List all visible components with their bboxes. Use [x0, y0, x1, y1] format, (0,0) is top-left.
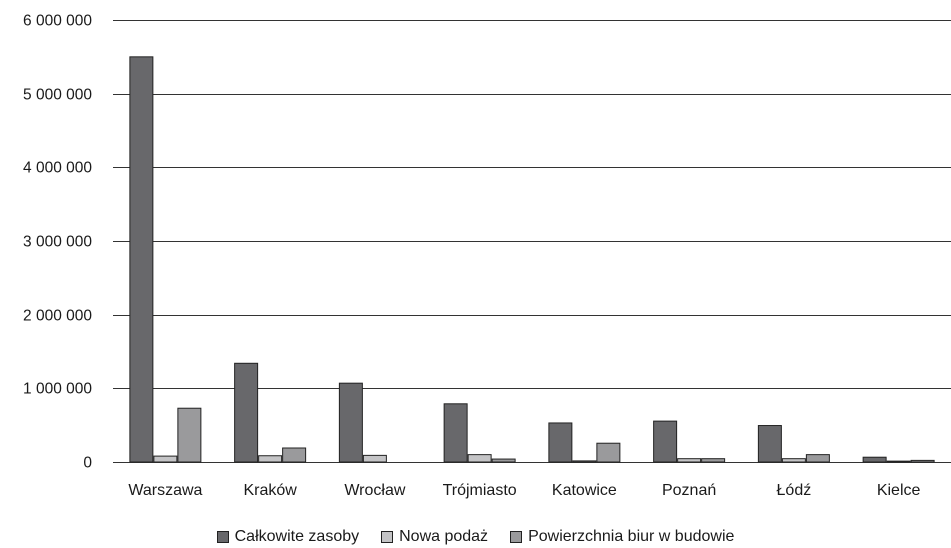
- legend-label-series-1: Całkowite zasoby: [234, 528, 360, 545]
- y-tick-label: 6 000 000: [23, 13, 92, 30]
- bar-3-0: [177, 407, 202, 463]
- y-tick-label: 3 000 000: [23, 234, 92, 251]
- legend-item-series-1: Całkowite zasoby: [216, 528, 360, 546]
- bar-2-0: [153, 455, 178, 463]
- x-category-label: Poznań: [662, 482, 716, 499]
- bar-3-5: [701, 458, 726, 463]
- bar-2-1: [258, 455, 283, 463]
- y-tick-label: 0: [83, 455, 92, 472]
- y-axis-tick-labels: 0 1 000 000 2 000 000 3 000 000 4 000 000 5 0…: [23, 13, 92, 472]
- bar-1-2: [338, 382, 363, 463]
- bar-2-2: [362, 454, 387, 463]
- legend-label-series-2: Nowa podaż: [399, 528, 489, 545]
- bar-1-1: [234, 362, 259, 463]
- bar-3-4: [596, 442, 621, 463]
- bar-1-6: [757, 425, 782, 463]
- legend-item-series-3: Powierzchnia biur w budowie: [510, 528, 734, 546]
- legend-swatch-series-1: [216, 531, 229, 543]
- legend-item-series-2: Nowa podaż: [381, 528, 488, 546]
- bar-1-4: [548, 422, 573, 463]
- bar-2-3: [467, 454, 492, 463]
- x-category-label: Katowice: [552, 482, 617, 499]
- y-tick-label: 5 000 000: [23, 87, 92, 104]
- x-category-label: Warszawa: [128, 482, 202, 499]
- x-category-label: Wrocław: [344, 482, 405, 499]
- legend-label-series-3: Powierzchnia biur w budowie: [528, 528, 735, 545]
- bar-2-5: [677, 458, 702, 463]
- bar-3-1: [282, 447, 307, 463]
- y-tick-label: 4 000 000: [23, 160, 92, 177]
- y-tick-label: 1 000 000: [23, 381, 92, 398]
- bar-3-3: [491, 458, 516, 463]
- x-axis-category-labels: Warszawa Kraków Wrocław Trójmiasto Katowice P…: [128, 482, 920, 499]
- legend: Całkowite zasoby Nowa podaż Powierzchnia…: [0, 526, 951, 548]
- legend-swatch-series-2: [381, 531, 394, 543]
- x-category-label: Trójmiasto: [443, 482, 517, 499]
- bar-3-6: [805, 454, 830, 463]
- bar-1-3: [443, 403, 468, 463]
- bars: [129, 56, 935, 463]
- bar-1-5: [653, 420, 678, 463]
- legend-swatch-series-3: [510, 531, 523, 543]
- bar-1-7: [862, 456, 887, 463]
- x-category-label: Łódź: [777, 482, 812, 499]
- bar-2-6: [781, 458, 806, 463]
- bar-2-7: [886, 460, 911, 463]
- bar-chart: 0 1 000 000 2 000 000 3 000 000 4 000 000 5 0…: [23, 13, 951, 499]
- bar-3-7: [910, 459, 935, 463]
- x-category-label: Kielce: [877, 482, 921, 499]
- x-category-label: Kraków: [243, 482, 297, 499]
- bar-2-4: [572, 460, 597, 463]
- bar-1-0: [129, 56, 154, 463]
- y-tick-label: 2 000 000: [23, 308, 92, 325]
